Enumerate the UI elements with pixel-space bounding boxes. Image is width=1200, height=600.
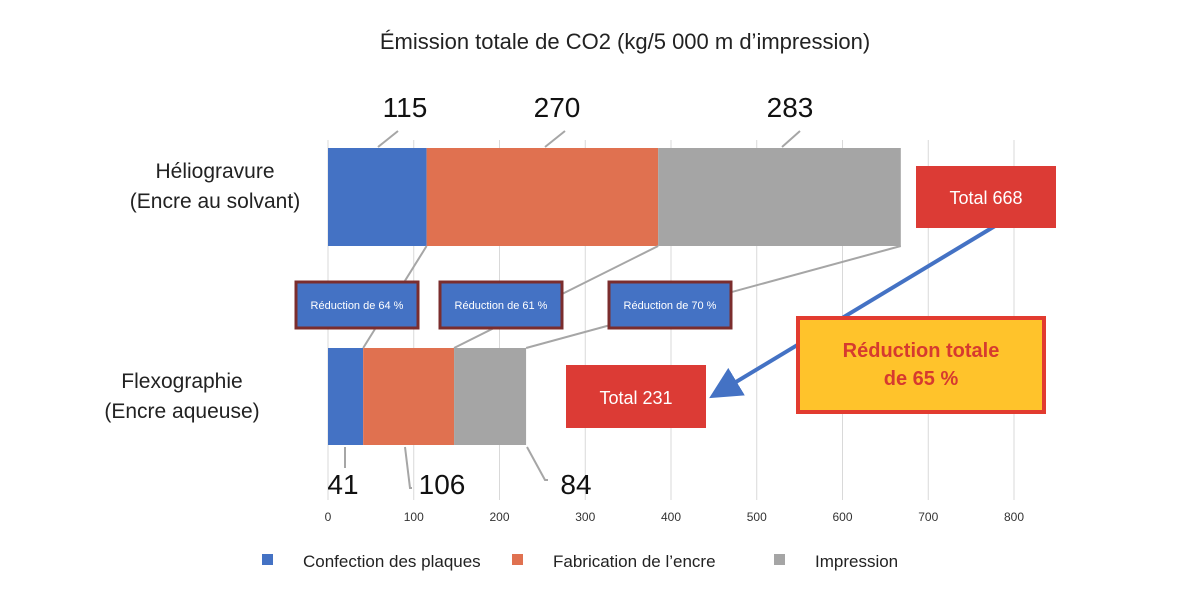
bar-segment <box>426 148 659 246</box>
category-label: (Encre aqueuse) <box>104 400 259 423</box>
reduction-label: Réduction de 70 % <box>624 300 717 312</box>
value-labels: 115 41 270 106 283 84 <box>327 92 813 500</box>
leader-line <box>544 130 566 148</box>
x-tick-label: 800 <box>1004 510 1024 524</box>
bar-segment <box>658 148 901 246</box>
chart-title: Émission totale de CO2 (kg/5 000 m d’imp… <box>380 29 870 54</box>
value-label: 283 <box>767 92 814 123</box>
leader-lines <box>344 130 801 489</box>
x-tick-label: 500 <box>747 510 767 524</box>
x-tick-label: 700 <box>918 510 938 524</box>
value-label: 270 <box>534 92 581 123</box>
x-tick-label: 0 <box>325 510 332 524</box>
total-top-box <box>916 166 1056 228</box>
legend-label: Confection des plaques <box>303 552 481 571</box>
x-axis-ticks: 0 100 200 300 400 500 600 700 800 <box>325 510 1025 524</box>
leader-line <box>781 130 801 148</box>
category-label: Flexographie <box>121 370 242 393</box>
category-label: (Encre au solvant) <box>130 190 300 213</box>
annotations: Réduction de 64 % Réduction de 61 % Réduct… <box>294 166 1056 428</box>
total-reduction-label: de 65 % <box>884 368 959 390</box>
x-tick-label: 600 <box>832 510 852 524</box>
x-tick-label: 200 <box>489 510 509 524</box>
total-bottom-label: Total 231 <box>599 388 672 408</box>
value-label: 106 <box>419 469 466 500</box>
value-label: 41 <box>327 469 358 500</box>
reduction-box <box>607 280 733 330</box>
bar-segment <box>328 348 364 445</box>
bar-segment <box>454 348 527 445</box>
reduction-box <box>438 280 564 330</box>
x-tick-label: 400 <box>661 510 681 524</box>
legend-swatch <box>262 554 273 565</box>
total-top-label: Total 668 <box>949 188 1022 208</box>
legend-label: Fabrication de l’encre <box>553 552 716 571</box>
legend-swatch <box>774 554 785 565</box>
category-labels: Héliogravure (Encre au solvant) Flexograph… <box>104 160 300 423</box>
leader-line <box>404 446 412 489</box>
value-label: 84 <box>560 469 591 500</box>
total-bottom-box <box>566 365 706 428</box>
total-reduction-label: Réduction totale <box>843 340 1000 362</box>
bars <box>328 148 901 445</box>
reduction-label: Réduction de 61 % <box>455 300 548 312</box>
bar-segment <box>363 348 455 445</box>
leader-line <box>526 446 548 481</box>
leader-line <box>377 130 399 148</box>
reduction-arrow <box>709 224 997 399</box>
reduction-label: Réduction de 64 % <box>311 300 404 312</box>
bar-segment <box>328 148 427 246</box>
x-tick-label: 300 <box>575 510 595 524</box>
legend: Confection des plaques Fabrication de l’e… <box>262 552 898 571</box>
legend-label: Impression <box>815 552 898 571</box>
value-label: 115 <box>383 92 428 123</box>
reduction-box <box>294 280 420 330</box>
x-tick-label: 100 <box>404 510 424 524</box>
legend-swatch <box>512 554 523 565</box>
category-label: Héliogravure <box>155 160 274 183</box>
total-reduction-box <box>796 316 1046 414</box>
